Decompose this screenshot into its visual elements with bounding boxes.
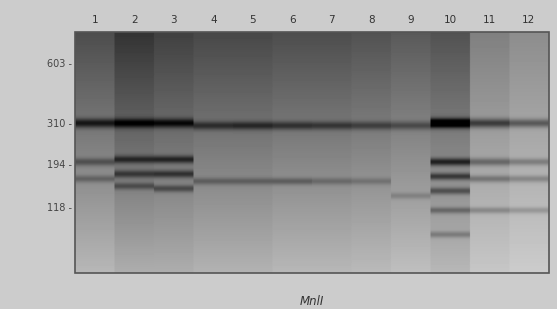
Text: 194 -: 194 - [47,160,72,170]
Text: 11: 11 [483,15,496,25]
Text: 9: 9 [407,15,414,25]
Text: 118 -: 118 - [47,203,72,214]
Text: 3: 3 [170,15,177,25]
Text: 6: 6 [289,15,296,25]
Text: 10: 10 [443,15,457,25]
Text: 4: 4 [210,15,217,25]
Text: 12: 12 [522,15,535,25]
Text: 7: 7 [328,15,335,25]
Text: 603 -: 603 - [47,59,72,69]
Text: 5: 5 [250,15,256,25]
Text: 310 -: 310 - [47,119,72,129]
Text: 1: 1 [91,15,98,25]
Text: 8: 8 [368,15,374,25]
Bar [75,32,549,273]
Text: 2: 2 [131,15,138,25]
Text: MnlI: MnlI [300,295,324,308]
